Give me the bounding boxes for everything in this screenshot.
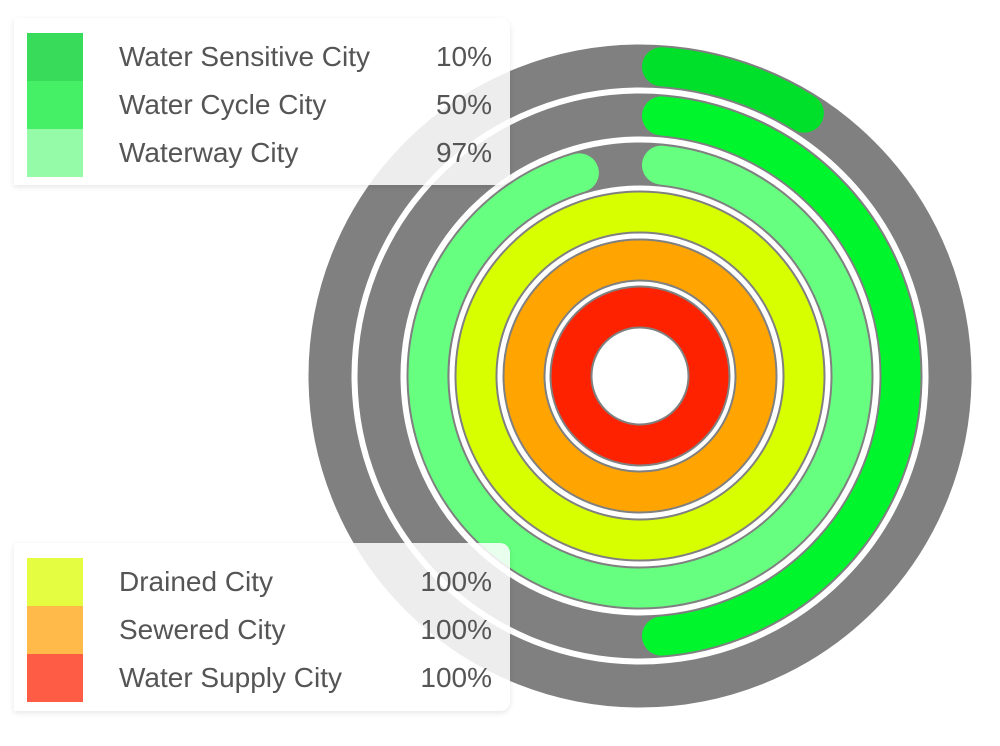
legend-bottom: Drained City 100% Sewered City 100% Wate… <box>14 543 510 711</box>
center-hole <box>596 332 684 420</box>
legend-swatch <box>27 129 83 177</box>
legend-item-drained-city[interactable]: Drained City 100% <box>14 558 510 606</box>
legend-swatch <box>27 606 83 654</box>
legend-value: 50% <box>435 89 492 120</box>
legend-item-water-sensitive-city[interactable]: Water Sensitive City 10% <box>14 33 510 81</box>
legend-label: Drained City <box>119 566 274 597</box>
ring-bar-sewered-city[interactable] <box>504 240 776 512</box>
ring-bar-drained-city[interactable] <box>456 192 824 560</box>
ring-bar-water-cycle-city[interactable] <box>641 96 921 656</box>
legend-label: Sewered City <box>119 614 286 645</box>
ring-bar-water-sensitive-city[interactable] <box>641 47 824 133</box>
legend-swatch <box>27 558 83 606</box>
ring-bar-waterway-city[interactable] <box>408 145 872 608</box>
legend-value: 10% <box>435 41 492 72</box>
legend-value: 100% <box>420 662 492 693</box>
legend-value: 100% <box>420 566 492 597</box>
ring-track <box>308 44 972 708</box>
legend-value: 97% <box>435 137 492 168</box>
legend-label: Water Supply City <box>119 662 343 693</box>
legend-item-waterway-city[interactable]: Waterway City 97% <box>14 129 510 177</box>
legend-label: Waterway City <box>119 137 299 168</box>
legend-swatch <box>27 81 83 129</box>
legend-item-sewered-city[interactable]: Sewered City 100% <box>14 606 510 654</box>
ring-bar-water-supply-city[interactable] <box>551 287 729 465</box>
legend-swatch <box>27 654 83 702</box>
legend-item-water-supply-city[interactable]: Water Supply City 100% <box>14 654 510 702</box>
legend-top: Water Sensitive City 10% Water Cycle Cit… <box>14 18 510 185</box>
legend-item-water-cycle-city[interactable]: Water Cycle City 50% <box>14 81 510 129</box>
legend-label: Water Sensitive City <box>119 41 371 72</box>
legend-label: Water Cycle City <box>119 89 327 120</box>
legend-swatch <box>27 33 83 81</box>
legend-value: 100% <box>420 614 492 645</box>
